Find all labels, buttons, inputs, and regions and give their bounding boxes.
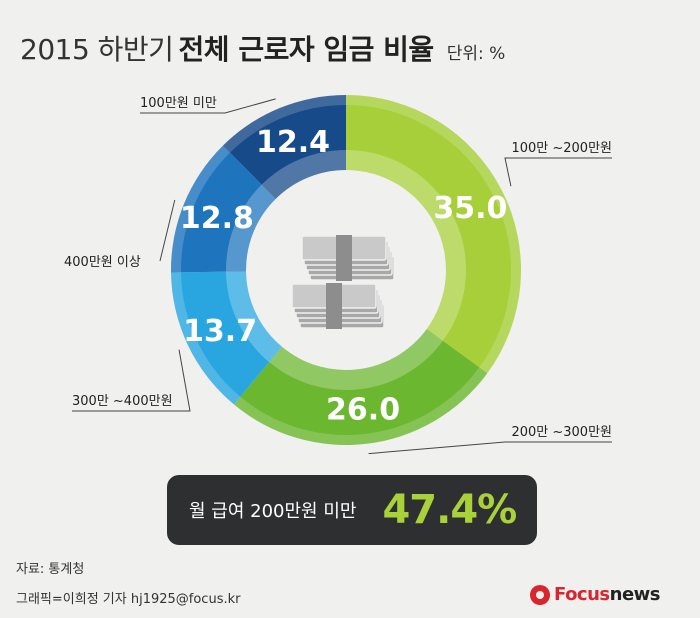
summary-box: 월 급여 200만원 미만 47.4% bbox=[167, 475, 537, 545]
money-stack-icon bbox=[291, 235, 395, 329]
donut-segment-3 bbox=[171, 271, 282, 405]
leader-line bbox=[159, 199, 176, 262]
logo-icon bbox=[530, 584, 550, 605]
segment-value-label: 12.4 bbox=[256, 125, 330, 160]
donut-inner-rim-1 bbox=[345, 150, 466, 341]
category-label: 400만원 이상 bbox=[64, 255, 141, 270]
category-label: 100만원 미만 bbox=[140, 96, 217, 111]
summary-label: 월 급여 200만원 미만 bbox=[189, 501, 357, 522]
unit-label: 단위: % bbox=[446, 44, 506, 64]
donut-outer-rim-4 bbox=[171, 145, 230, 273]
donut-inner-rim-5 bbox=[261, 150, 347, 200]
donut-outer-rim-2 bbox=[233, 367, 488, 445]
segment-value-label: 13.7 bbox=[183, 314, 257, 349]
category-label: 200만 ~300만원 bbox=[511, 425, 612, 440]
donut-inner-rim-3 bbox=[226, 271, 283, 363]
logo-text-focus: Focus bbox=[554, 584, 610, 605]
source-text: 자료: 통계청 bbox=[16, 562, 85, 577]
donut-outer-rim-1 bbox=[345, 95, 521, 374]
category-label: 300만 ~400만원 bbox=[72, 394, 173, 409]
donut-inner-rim-2 bbox=[269, 328, 443, 390]
donut-inner-rim-4 bbox=[226, 184, 276, 272]
donut-segment-4 bbox=[170, 145, 276, 273]
leader-line bbox=[504, 157, 612, 187]
donut-segment-5 bbox=[222, 95, 346, 199]
chart-title: 2015 하반기 전체 근로자 임금 비율 단위: % bbox=[20, 28, 505, 68]
donut-segment-1 bbox=[346, 95, 522, 374]
donut-outer-rim-3 bbox=[171, 272, 241, 405]
leader-line bbox=[368, 441, 612, 455]
logo-text-news: news bbox=[609, 584, 661, 605]
segment-value-label: 35.0 bbox=[433, 191, 507, 226]
focusnews-logo: Focus news bbox=[530, 584, 661, 605]
segment-value-label: 26.0 bbox=[326, 392, 400, 427]
leader-line bbox=[140, 98, 276, 114]
credit-text: 그래픽=이희정 기자 hj1925@focus.kr bbox=[16, 592, 241, 607]
segment-value-label: 12.8 bbox=[180, 201, 254, 236]
summary-value: 47.4% bbox=[382, 487, 517, 533]
donut-chart: 35.0 26.0 13.7 12.8 12.4 100만 ~200만원 200만 ~30… bbox=[64, 95, 612, 455]
title-main: 전체 근로자 임금 비율 bbox=[178, 33, 435, 66]
donut-outer-rim-5 bbox=[222, 95, 347, 153]
category-label: 100만 ~200만원 bbox=[511, 141, 612, 156]
leader-line bbox=[72, 349, 191, 412]
donut-segment-2 bbox=[233, 328, 488, 445]
title-year: 2015 하반기 bbox=[20, 33, 174, 66]
